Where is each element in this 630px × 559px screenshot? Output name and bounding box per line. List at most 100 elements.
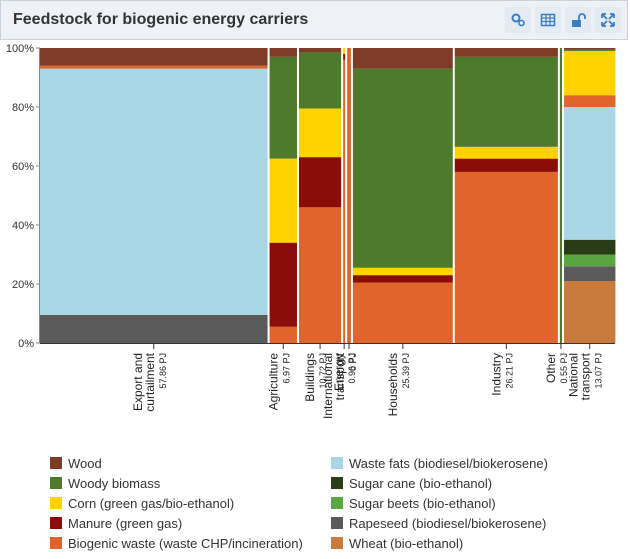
bar-segment: [269, 326, 297, 343]
legend-swatch: [50, 497, 62, 509]
bar-segment: [298, 52, 342, 109]
legend-swatch: [50, 457, 62, 469]
table-button[interactable]: [535, 7, 561, 33]
x-value-label: 26.21 PJ: [504, 353, 514, 389]
bar-segment: [352, 275, 453, 283]
bar-segment: [298, 108, 342, 158]
settings-icon: [511, 13, 525, 27]
legend-item[interactable]: Wood: [50, 455, 102, 471]
chart-title: Feedstock for biogenic energy carriers: [13, 11, 309, 28]
bar-segment: [298, 48, 342, 53]
bar-segment: [40, 48, 268, 66]
bar-segment: [564, 254, 616, 267]
chart-header: Feedstock for biogenic energy carriers: [0, 0, 628, 40]
y-tick-label: 60%: [12, 161, 34, 173]
bar-segment: [564, 107, 616, 240]
bar-segment: [343, 59, 346, 344]
x-value-label: 0.96 PJ: [347, 353, 357, 384]
legend-item[interactable]: Biogenic waste (waste CHP/incineration): [50, 535, 303, 551]
legend-swatch: [331, 517, 343, 529]
legend-label: Biogenic waste (waste CHP/incineration): [68, 535, 303, 551]
y-tick-label: 80%: [12, 102, 34, 114]
settings-button[interactable]: [505, 7, 531, 33]
legend-label: Wheat (bio-ethanol): [349, 535, 464, 551]
bar-segment: [454, 56, 558, 147]
legend-swatch: [331, 537, 343, 549]
bar-segment: [40, 65, 268, 69]
x-value-label: 6.97 PJ: [281, 353, 291, 384]
bar-segment: [352, 48, 453, 69]
bar-segment: [269, 158, 297, 243]
y-tick-label: 20%: [12, 279, 34, 291]
bar-segment: [269, 48, 297, 57]
legend-item[interactable]: Rapeseed (biodiesel/biokerosene): [331, 515, 546, 531]
x-category-label: Other: [544, 353, 558, 383]
legend-label: Sugar cane (bio-ethanol): [349, 475, 493, 491]
x-category-label: transport: [333, 352, 347, 400]
lock-button[interactable]: [565, 7, 591, 33]
legend-swatch: [50, 477, 62, 489]
legend-label: Manure (green gas): [68, 515, 183, 531]
legend-label: Rapeseed (biodiesel/biokerosene): [349, 515, 547, 531]
legend-item[interactable]: Woody biomass: [50, 475, 160, 491]
toolbar: [505, 7, 627, 33]
bar-segment: [40, 314, 268, 343]
bar-segment: [564, 48, 616, 50]
legend-swatch: [50, 537, 62, 549]
bar-segment: [564, 266, 616, 282]
expand-button[interactable]: [595, 7, 621, 33]
x-category-label: transport: [579, 352, 593, 400]
legend-item[interactable]: Manure (green gas): [50, 515, 182, 531]
unlock-icon: [572, 13, 586, 27]
expand-icon: [601, 13, 615, 27]
legend-swatch: [331, 497, 343, 509]
x-category-label: Energy: [332, 353, 346, 391]
bar-segment: [298, 207, 342, 343]
y-tick-label: 40%: [12, 220, 34, 232]
bar-segment: [564, 95, 616, 107]
legend-swatch: [50, 517, 62, 529]
bar-segment: [352, 68, 453, 268]
x-value-label: 0.55 PJ: [559, 353, 569, 384]
bar-segment: [454, 158, 558, 172]
bar-segment: [564, 49, 616, 51]
y-tick-label: 0%: [18, 338, 34, 350]
x-category-label: curtailment: [143, 352, 157, 411]
bar-segment: [454, 171, 558, 343]
x-category-label: Agriculture: [266, 353, 280, 411]
x-value-label: 13.07 PJ: [594, 353, 604, 389]
legend-swatch: [331, 477, 343, 489]
x-category-label: Buildings: [303, 353, 317, 402]
bar-segment: [269, 242, 297, 327]
bar-segment: [454, 48, 558, 57]
x-category-label: Industry: [489, 353, 503, 396]
x-value-label: 10.72 PJ: [318, 353, 328, 389]
bar-segment: [352, 267, 453, 276]
bar-segment: [559, 48, 563, 343]
legend-label: Waste fats (biodiesel/biokerosene): [349, 455, 548, 471]
legend-item[interactable]: Waste fats (biodiesel/biokerosene): [331, 455, 548, 471]
legend-label: Woody biomass: [68, 475, 161, 491]
legend-item[interactable]: Sugar beets (bio-ethanol): [331, 495, 496, 511]
table-icon: [540, 13, 556, 27]
bar-segment: [343, 53, 346, 60]
y-tick-label: 100%: [6, 43, 34, 55]
x-category-label: Households: [386, 353, 400, 416]
x-value-label: 57.86 PJ: [158, 353, 168, 389]
bar-segment: [564, 50, 616, 96]
bar-segment: [298, 157, 342, 208]
legend-item[interactable]: Corn (green gas/bio-ethanol): [50, 495, 234, 511]
x-category-label: Export and: [131, 353, 145, 411]
legend-item[interactable]: Wheat (bio-ethanol): [331, 535, 463, 551]
bar-segment: [343, 48, 346, 54]
bar-segment: [347, 48, 351, 343]
bar-segment: [40, 68, 268, 315]
x-category-label: National: [567, 353, 581, 397]
x-category-label: International: [321, 353, 335, 419]
legend-item[interactable]: Sugar cane (bio-ethanol): [331, 475, 492, 491]
legend-label: Corn (green gas/bio-ethanol): [68, 495, 235, 511]
x-value-label: 25.39 PJ: [401, 353, 411, 389]
legend-label: Sugar beets (bio-ethanol): [349, 495, 496, 511]
legend-swatch: [331, 457, 343, 469]
